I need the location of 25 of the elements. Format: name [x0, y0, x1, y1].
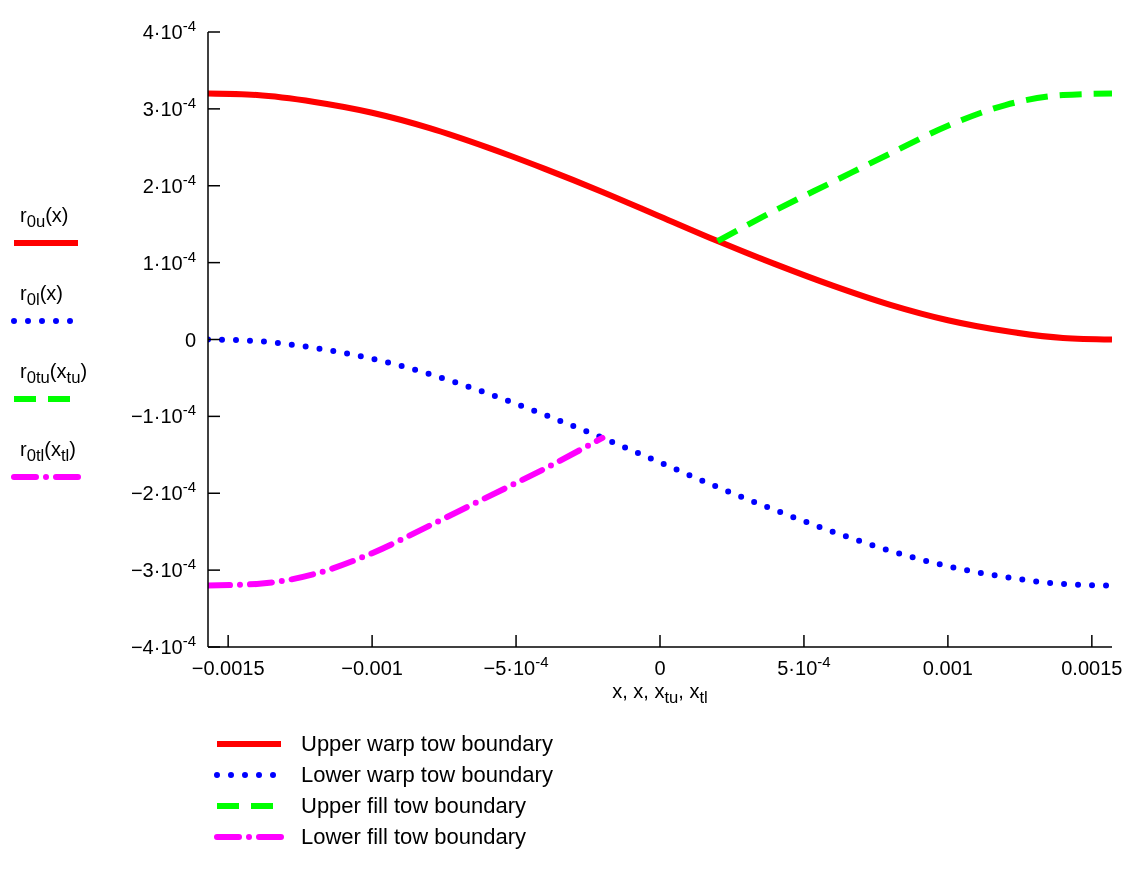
y-tick-label: 3·10$^{-4}$ — [142, 93, 196, 120]
y-tick-label: −1·10$^{-4}$ — [130, 400, 196, 428]
x-axis-title: x, x, x$_{tu}$, x$_{tl}$ — [611, 680, 709, 708]
y-tick-label: −2·10$^{-4}$ — [130, 477, 196, 505]
legend-label: Lower fill tow boundary — [301, 823, 527, 850]
text: r$_{0u}$(x) — [20, 204, 69, 231]
x-tick-label: −0.0015 — [191, 657, 265, 679]
x-tick-label: −0.001 — [341, 657, 403, 679]
x-tick-label: −5·10$^{-4}$ — [483, 652, 549, 679]
legend-label: Lower warp tow boundary — [301, 761, 553, 788]
legend-label: Upper warp tow boundary — [301, 730, 553, 757]
text: r$_{0tu}$(x$_{tu}$) — [20, 360, 88, 387]
y-tick-label: 2·10$^{-4}$ — [142, 170, 196, 197]
y-tick-label: −4·10$^{-4}$ — [130, 631, 196, 658]
text: r$_{0l}$(x) — [20, 282, 63, 309]
text: r$_{0tl}$(x$_{tl}$) — [20, 438, 76, 465]
x-tick-label: 0 — [654, 657, 666, 679]
legend-label: Upper fill tow boundary — [301, 792, 527, 819]
y-tick-label: −3·10$^{-4}$ — [130, 554, 196, 582]
x-tick-label: 5·10$^{-4}$ — [777, 652, 831, 679]
y-tick-label: 1·10$^{-4}$ — [142, 247, 196, 274]
x-tick-label: 0.001 — [922, 657, 973, 679]
y-tick-label: 4·10$^{-4}$ — [142, 16, 196, 43]
x-tick-label: 0.0015 — [1061, 657, 1123, 679]
y-tick-label: 0 — [184, 328, 196, 351]
